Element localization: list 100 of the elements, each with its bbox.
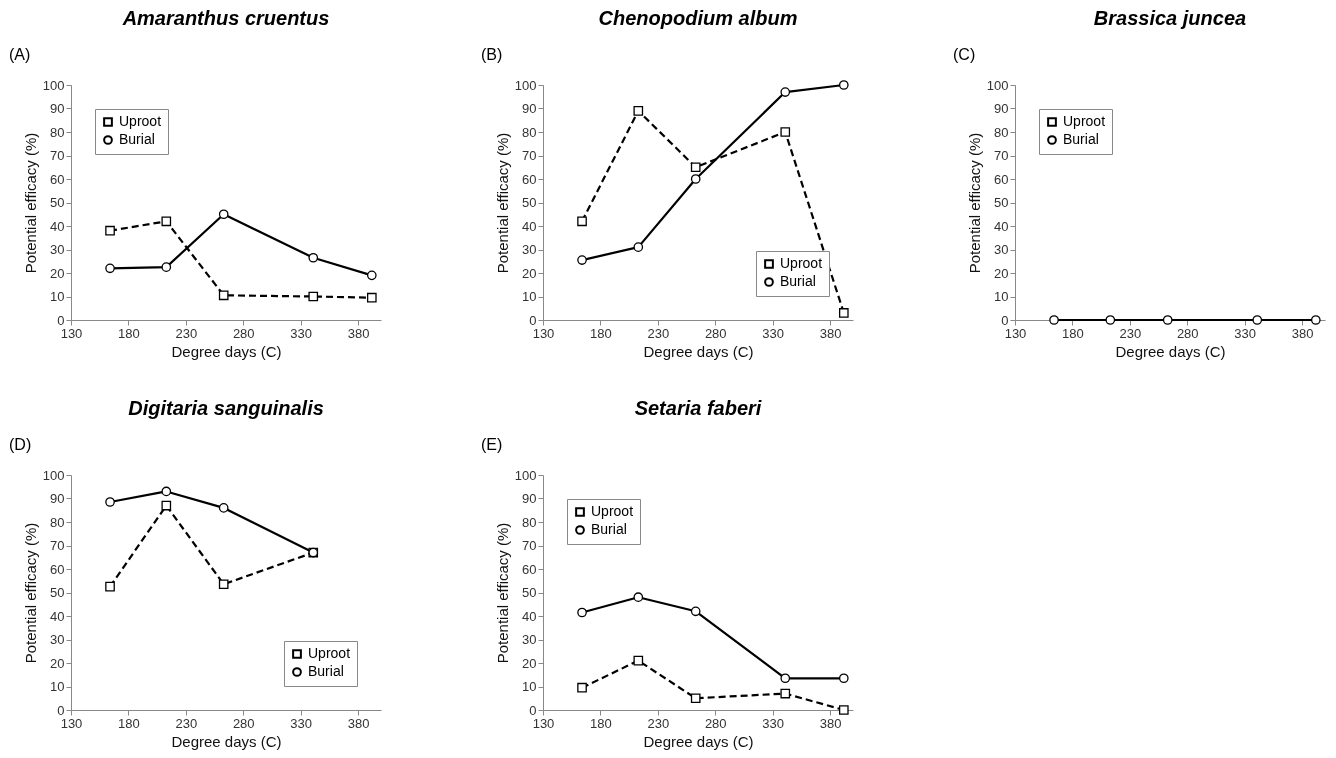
x-tick-label: 330 <box>762 325 784 341</box>
y-axis-title: Potential efficacy (%) <box>21 522 39 664</box>
y-tick-label: 10 <box>50 289 65 304</box>
x-tick-label: 230 <box>175 715 198 731</box>
text: (D) <box>9 436 32 453</box>
y-tick-label: 70 <box>50 148 65 163</box>
x-tick-label: 380 <box>819 325 842 341</box>
y-tick-label: 40 <box>994 218 1009 234</box>
y-tick-label: 0 <box>57 702 65 718</box>
y-tick-label: 20 <box>50 265 65 281</box>
y-tick-label: 40 <box>50 608 65 624</box>
y-tick-label: 70 <box>522 538 537 553</box>
x-tick-label: 180 <box>590 325 612 341</box>
y-tick-label: 60 <box>522 171 537 187</box>
y-tick-label: 20 <box>522 265 537 281</box>
y-tick-label: 70 <box>50 538 65 553</box>
y-tick-label: 100 <box>42 467 65 483</box>
chart-title: Chenopodium album <box>598 7 798 29</box>
y-tick-label: 0 <box>1001 312 1009 328</box>
y-tick-label: 80 <box>522 124 537 140</box>
legend-label: Uproot <box>780 255 823 271</box>
y-tick-label: 50 <box>522 585 537 600</box>
chart-title: Amaranthus cruentus <box>121 7 330 29</box>
x-tick-label: 180 <box>590 715 612 731</box>
x-tick-label: 380 <box>1291 325 1314 341</box>
y-tick-label: 80 <box>522 514 537 530</box>
x-tick-label: 180 <box>118 715 140 731</box>
y-tick-label: 50 <box>522 195 537 210</box>
legend-label: Uproot <box>308 645 351 661</box>
y-tick-label: 60 <box>50 561 65 577</box>
y-tick-label: 100 <box>986 77 1009 93</box>
x-tick-label: 380 <box>347 715 370 731</box>
x-tick-label: 180 <box>1062 325 1084 341</box>
y-tick-label: 70 <box>994 148 1009 163</box>
legend-label: Uproot <box>591 503 634 519</box>
text: (C) <box>953 46 976 63</box>
x-tick-label: 330 <box>290 325 312 341</box>
y-tick-label: 40 <box>50 218 65 234</box>
y-tick-label: 80 <box>994 124 1009 140</box>
chart-title: Digitaria sanguinalis <box>128 397 324 419</box>
y-tick-label: 30 <box>522 632 537 647</box>
x-tick-label: 330 <box>290 715 312 731</box>
x-tick-label: 130 <box>60 715 83 731</box>
x-tick-label: 230 <box>175 325 198 341</box>
y-tick-label: 30 <box>50 632 65 647</box>
x-tick-label: 130 <box>532 325 555 341</box>
x-axis-title: Degree days (C) <box>1115 342 1226 360</box>
y-tick-label: 10 <box>522 289 537 304</box>
y-tick-label: 30 <box>50 242 65 257</box>
x-tick-label: 130 <box>1004 325 1027 341</box>
y-axis-title: Potential efficacy (%) <box>965 132 983 274</box>
y-tick-label: 60 <box>522 561 537 577</box>
y-tick-label: 30 <box>994 242 1009 257</box>
x-tick-label: 230 <box>1119 325 1142 341</box>
y-tick-label: 90 <box>50 101 65 116</box>
x-tick-label: 280 <box>232 325 255 341</box>
y-tick-label: 0 <box>529 312 537 328</box>
x-tick-label: 130 <box>532 715 555 731</box>
legend-label: Burial <box>591 521 627 537</box>
y-tick-label: 100 <box>42 77 65 93</box>
y-tick-label: 90 <box>50 491 65 506</box>
y-tick-label: 20 <box>994 265 1009 281</box>
y-tick-label: 90 <box>522 101 537 116</box>
y-tick-label: 0 <box>57 312 65 328</box>
y-tick-label: 30 <box>522 242 537 257</box>
y-axis-title: Potential efficacy (%) <box>493 132 511 274</box>
x-tick-label: 230 <box>647 715 670 731</box>
text: (A) <box>9 46 31 63</box>
y-tick-label: 10 <box>50 679 65 694</box>
text: (E) <box>481 436 503 453</box>
legend-label: Uproot <box>1063 113 1106 129</box>
x-tick-label: 380 <box>819 715 842 731</box>
y-tick-label: 40 <box>522 608 537 624</box>
y-tick-label: 50 <box>994 195 1009 210</box>
x-axis-title: Degree days (C) <box>171 342 282 360</box>
y-tick-label: 90 <box>522 491 537 506</box>
legend-label: Burial <box>308 663 344 679</box>
x-axis-title: Degree days (C) <box>643 732 754 750</box>
x-tick-label: 280 <box>1176 325 1199 341</box>
y-tick-label: 20 <box>522 655 537 671</box>
text: (B) <box>481 46 503 63</box>
y-tick-label: 10 <box>994 289 1009 304</box>
x-tick-label: 180 <box>118 325 140 341</box>
y-tick-label: 70 <box>522 148 537 163</box>
y-tick-label: 60 <box>50 171 65 187</box>
y-tick-label: 40 <box>522 218 537 234</box>
x-tick-label: 380 <box>347 325 370 341</box>
x-tick-label: 280 <box>704 715 727 731</box>
x-tick-label: 280 <box>232 715 255 731</box>
y-tick-label: 0 <box>529 702 537 718</box>
legend-label: Burial <box>119 131 155 147</box>
legend-label: Burial <box>780 273 816 289</box>
y-axis-title: Potential efficacy (%) <box>493 522 511 664</box>
y-tick-label: 100 <box>514 77 537 93</box>
y-tick-label: 50 <box>50 585 65 600</box>
y-tick-label: 10 <box>522 679 537 694</box>
y-tick-label: 50 <box>50 195 65 210</box>
x-tick-label: 130 <box>60 325 83 341</box>
legend-label: Burial <box>1063 131 1099 147</box>
y-tick-label: 80 <box>50 514 65 530</box>
